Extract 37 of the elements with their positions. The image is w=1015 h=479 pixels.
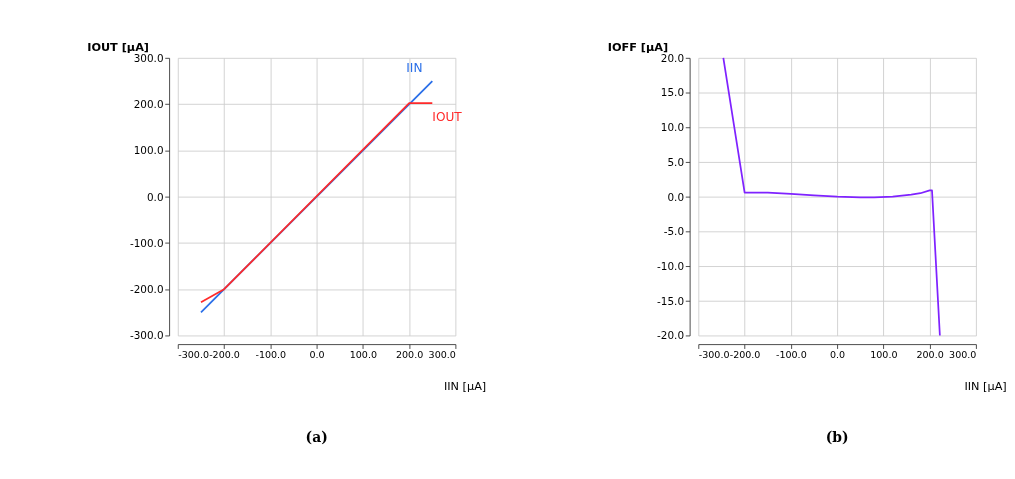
x-tick-label: 300.0 <box>428 349 456 361</box>
y-tick-label: -5.0 <box>663 225 685 238</box>
y-tick-label: 15.0 <box>660 86 685 99</box>
x-axis-title: IIN [μA] <box>964 379 1007 393</box>
y-tick-label: -300.0 <box>129 329 164 342</box>
x-tick-label: 200.0 <box>916 349 944 361</box>
series-label: IOUT <box>432 109 463 124</box>
y-axis-title: IOFF [μA] <box>607 41 669 55</box>
text: (b) <box>825 429 849 446</box>
y-tick-label: 5.0 <box>667 155 685 168</box>
x-tick-label: -200.0 <box>209 349 240 361</box>
x-tick-label: -100.0 <box>775 349 807 361</box>
x-tick-label: 300.0 <box>949 349 977 361</box>
x-tick-label: 100.0 <box>349 349 377 361</box>
y-tick-label: 0.0 <box>146 190 164 203</box>
y-tick-label: 200.0 <box>133 98 164 111</box>
y-axis-title: IOUT [μA] <box>87 41 150 55</box>
x-tick-label: -300.0 <box>178 349 210 361</box>
y-tick-label: 0.0 <box>667 190 685 203</box>
x-tick-label: -100.0 <box>255 349 287 361</box>
series-label: IIN <box>406 61 423 76</box>
x-tick-label: 0.0 <box>309 349 325 361</box>
x-tick-label: 0.0 <box>830 349 846 361</box>
y-tick-label: -20.0 <box>657 329 685 342</box>
y-tick-label: -10.0 <box>657 260 685 272</box>
x-tick-label: -200.0 <box>729 349 761 361</box>
y-tick-label: 10.0 <box>660 121 685 134</box>
text: (a) <box>305 429 328 446</box>
y-tick-label: 100.0 <box>133 144 164 157</box>
x-tick-label: 100.0 <box>870 349 898 361</box>
x-axis-title: IIN [μA] <box>443 379 487 393</box>
y-tick-label: -15.0 <box>657 294 685 307</box>
y-tick-label: -100.0 <box>129 236 164 249</box>
x-tick-label: 200.0 <box>395 349 424 361</box>
line-series <box>722 57 941 337</box>
x-tick-label: -300.0 <box>698 349 730 361</box>
y-tick-label: -200.0 <box>129 283 164 296</box>
